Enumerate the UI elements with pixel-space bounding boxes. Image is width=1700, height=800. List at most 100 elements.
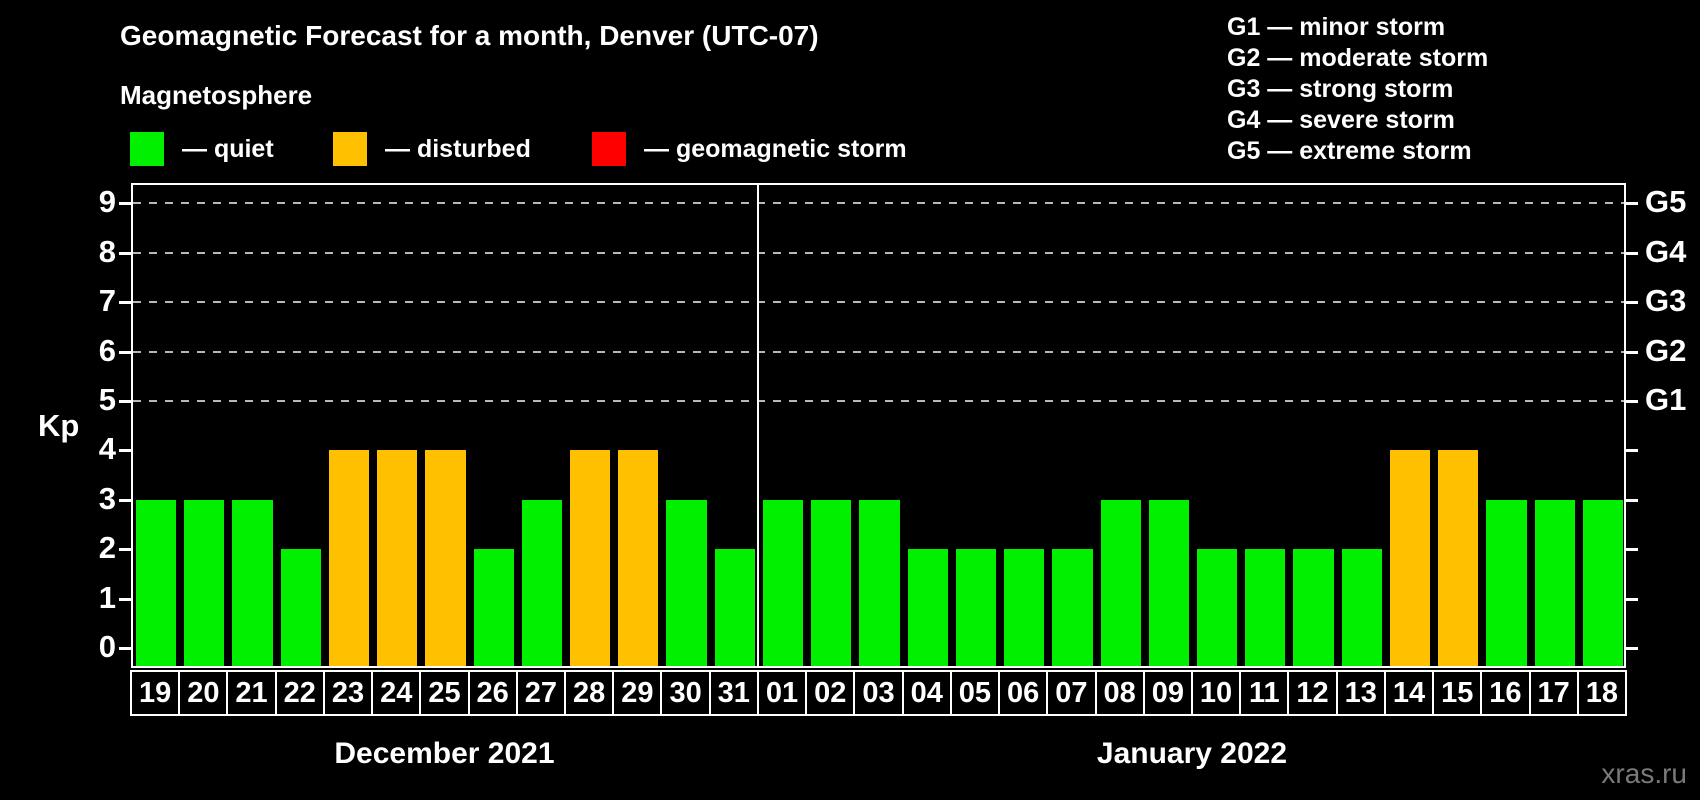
left-axis-tick-5	[119, 400, 131, 403]
day-label-28: 28	[564, 670, 615, 716]
kp-bar-day-31	[714, 549, 755, 666]
legend-label-disturbed: — disturbed	[385, 134, 531, 163]
kp-bar-day-28	[570, 450, 611, 666]
left-axis-tick-1	[119, 597, 131, 601]
kp-bar-day-26	[473, 549, 514, 666]
legend-label-storm: — geomagnetic storm	[644, 134, 907, 163]
right-axis-tick-4	[1626, 449, 1638, 453]
watermark: xras.ru	[1601, 758, 1687, 789]
day-label-22: 22	[274, 670, 325, 716]
kp-bar-day-10	[1196, 549, 1238, 666]
day-label-05: 05	[949, 670, 1001, 716]
right-axis-tick-3	[1626, 498, 1638, 502]
kp-bar-day-29	[618, 450, 659, 666]
kp-tick-label-9: 9	[98, 184, 116, 220]
g-scale-label-g2: G2	[1645, 332, 1687, 368]
day-label-23: 23	[322, 670, 374, 716]
kp-bar-day-22	[280, 549, 321, 666]
day-label-06: 06	[998, 670, 1049, 716]
kp-bar-day-24	[377, 450, 418, 666]
magnetosphere-subtitle: Magnetosphere	[120, 80, 313, 110]
kp-tick-label-8: 8	[98, 233, 116, 269]
gridline-kp6	[133, 350, 1624, 353]
day-label-17: 17	[1528, 670, 1579, 716]
kp-bar-day-19	[136, 499, 177, 666]
kp-bar-day-08	[1100, 499, 1141, 666]
plot-area	[131, 183, 1626, 668]
right-axis-tick-9	[1626, 202, 1638, 206]
day-label-30: 30	[660, 670, 711, 716]
kp-bar-day-23	[328, 450, 370, 666]
day-label-31: 31	[708, 670, 759, 716]
gridline-kp9	[133, 202, 1624, 205]
day-label-15: 15	[1432, 670, 1483, 716]
page-title: Geomagnetic Forecast for a month, Denver…	[120, 20, 819, 51]
day-label-21: 21	[226, 670, 277, 716]
right-axis-tick-0	[1626, 647, 1638, 650]
kp-tick-label-1: 1	[98, 579, 116, 615]
g-scale-label-g3: G3	[1645, 283, 1687, 319]
kp-bar-day-16	[1486, 499, 1527, 666]
disturbed-swatch-icon	[333, 132, 367, 166]
storm-swatch-icon	[592, 132, 626, 166]
day-label-20: 20	[178, 670, 229, 716]
day-label-04: 04	[901, 670, 952, 716]
g3-legend-line: G3 — strong storm	[1227, 75, 1454, 103]
day-label-03: 03	[853, 670, 904, 716]
day-label-08: 08	[1094, 670, 1145, 716]
right-axis-tick-7	[1626, 301, 1638, 305]
kp-bar-day-30	[666, 499, 707, 666]
g-scale-label-g5: G5	[1645, 184, 1687, 220]
legend-label-quiet: — quiet	[182, 134, 274, 163]
g-scale-label-g4: G4	[1645, 233, 1687, 269]
day-label-13: 13	[1335, 670, 1386, 716]
right-axis-tick-5	[1626, 400, 1638, 403]
kp-tick-label-2: 2	[98, 530, 116, 566]
day-label-12: 12	[1287, 670, 1338, 716]
kp-bar-day-07	[1052, 549, 1093, 666]
gridline-kp5	[133, 400, 1624, 402]
right-axis-tick-6	[1626, 350, 1638, 354]
kp-tick-label-4: 4	[98, 431, 116, 467]
left-axis-tick-4	[119, 449, 131, 453]
left-axis-tick-6	[119, 350, 131, 354]
kp-bar-day-15	[1438, 450, 1479, 666]
legend-item-storm: — geomagnetic storm	[592, 131, 907, 167]
day-label-19: 19	[130, 670, 181, 716]
g5-legend-line: G5 — extreme storm	[1227, 137, 1472, 165]
kp-bar-day-21	[232, 499, 273, 666]
gridline-kp8	[133, 251, 1624, 254]
day-label-07: 07	[1046, 670, 1097, 716]
g2-legend-line: G2 — moderate storm	[1227, 44, 1489, 72]
right-axis-tick-2	[1626, 548, 1638, 552]
day-label-02: 02	[805, 670, 856, 716]
month-divider	[756, 185, 759, 666]
day-label-24: 24	[371, 670, 422, 716]
kp-bar-day-11	[1245, 549, 1286, 666]
kp-bar-day-18	[1582, 499, 1623, 666]
day-label-16: 16	[1480, 670, 1531, 716]
day-label-18: 18	[1576, 670, 1627, 716]
kp-tick-label-0: 0	[98, 629, 116, 664]
day-label-10: 10	[1190, 670, 1242, 716]
day-label-27: 27	[515, 670, 567, 716]
right-axis-tick-1	[1626, 597, 1638, 601]
kp-bar-day-04	[907, 549, 948, 666]
legend-item-disturbed: — disturbed	[333, 131, 531, 167]
kp-bar-day-17	[1534, 499, 1575, 666]
kp-bar-day-14	[1389, 450, 1431, 666]
day-label-01: 01	[756, 670, 808, 716]
day-label-14: 14	[1383, 670, 1435, 716]
kp-bar-day-25	[425, 450, 466, 666]
g1-legend-line: G1 — minor storm	[1227, 13, 1446, 41]
left-axis-tick-8	[119, 251, 131, 255]
kp-bar-day-01	[762, 499, 804, 666]
left-axis-tick-7	[119, 301, 131, 305]
kp-tick-label-5: 5	[98, 382, 116, 417]
quiet-swatch-icon	[130, 132, 164, 166]
month-label-1: January 2022	[1096, 737, 1288, 770]
right-axis-tick-8	[1626, 251, 1638, 255]
day-label-11: 11	[1239, 670, 1290, 716]
day-label-26: 26	[467, 670, 518, 716]
